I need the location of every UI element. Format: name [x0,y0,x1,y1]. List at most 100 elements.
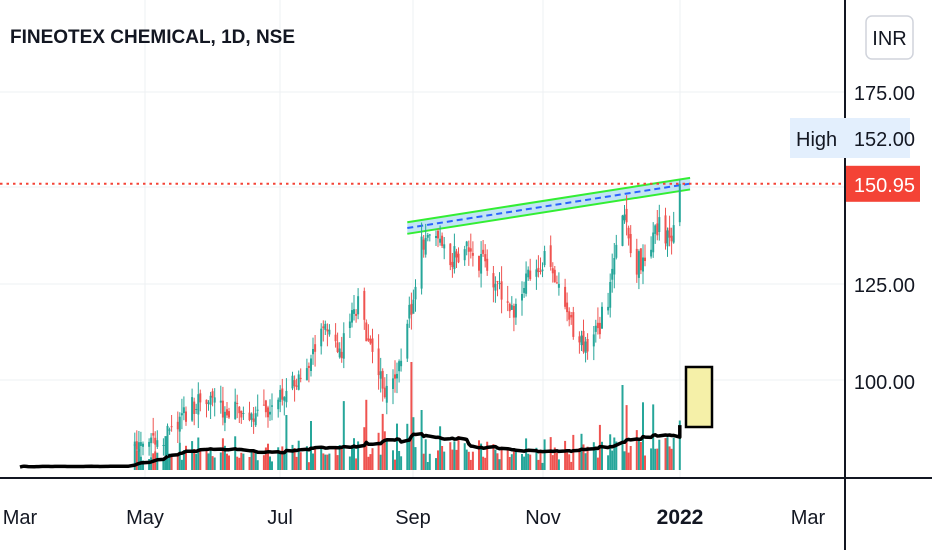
trend-channel-midline [407,182,691,230]
candle-body [267,407,269,418]
candle-body [221,400,224,418]
candle-body [510,305,513,310]
volume-bar [256,460,259,470]
volume-bar [353,438,355,470]
volume-bar [369,454,372,470]
volume-bar [525,438,528,470]
volume-bar [601,441,603,470]
volume-bar [379,454,382,470]
volume-bar [484,457,487,470]
volume-bar [580,433,583,470]
volume-bar [471,451,474,470]
x-tick-label: 2022 [657,506,704,529]
volume-bar [277,447,280,470]
candle-body [166,425,169,444]
volume-bar [578,448,581,470]
candle-body [598,322,601,335]
chart-title: FINEOTEX CHEMICAL, 1D, NSE [10,27,295,48]
candle-body [242,413,245,414]
volume-bar [467,451,470,470]
trend-channel [407,176,691,235]
candle-body [394,374,396,379]
volume-bar [283,454,286,470]
candle-body [369,338,372,344]
volume-bar [351,445,353,470]
currency-button[interactable]: INR [865,15,914,60]
volume-bar [295,456,298,470]
candle-body [342,333,345,359]
volume-bar [557,459,560,470]
volume-bar [252,452,255,470]
candle-body [250,413,253,420]
volume-bar [594,447,597,470]
volume-bar [424,439,427,470]
candle-body [541,269,544,272]
volume-bar [342,401,345,470]
volume-bar [267,443,269,470]
candle-body [672,225,675,243]
candle-body [555,282,558,284]
volume-bar [398,451,401,470]
candle-body [537,267,540,273]
volume-bar [426,462,429,470]
volume-bar [539,451,542,470]
candle-body [652,232,655,253]
volume-bar [396,423,398,470]
candle-body [164,442,167,443]
volume-bar [627,452,630,470]
volume-bar [170,455,173,470]
volume-bar [377,432,380,470]
volume-bar [367,456,370,470]
volume-bar [555,452,558,470]
candle-body [228,411,230,418]
volume-bar [199,448,202,470]
volume-bar [228,455,230,470]
candle-body [139,442,142,446]
volume-bar [449,442,452,470]
volume-bar [357,441,360,470]
volume-bar [656,448,659,470]
candle-body [357,296,360,315]
volume-bar [135,450,138,470]
candle-body [428,234,431,236]
candle-body [572,312,575,337]
volume-bar [414,447,417,470]
volume-bar [498,459,501,470]
volume-bar [668,446,671,470]
volume-bar [611,450,614,470]
candle-body [478,256,480,271]
volume-bar [180,459,183,470]
candle-body [512,305,515,318]
volume-bar [596,457,599,470]
volume-bar [443,451,446,470]
volume-bar [133,443,136,470]
volume-bar [168,453,171,470]
candle-body [426,235,429,238]
candle-body [199,393,202,403]
candle-body [457,253,460,263]
candle-body [494,283,497,291]
candle-body [191,397,194,421]
volume-bar [441,446,444,470]
volume-bar [453,441,456,470]
volume-bar [394,459,396,470]
candle-body [570,315,573,318]
candle-body [678,183,681,223]
volume-bar [299,452,302,470]
candle-body [508,303,511,312]
candle-body [484,254,487,262]
candle-body [506,301,509,303]
volume-bar [185,445,187,470]
candle-body [521,294,523,301]
candle-body [422,239,425,250]
volume-bar [320,447,323,470]
candle-body [607,306,610,311]
candle-body [314,344,317,352]
volume-bar [428,453,431,470]
volume-bar [307,462,310,470]
candle-body [664,215,667,244]
volume-bar [148,459,151,470]
volume-bar [314,447,317,470]
